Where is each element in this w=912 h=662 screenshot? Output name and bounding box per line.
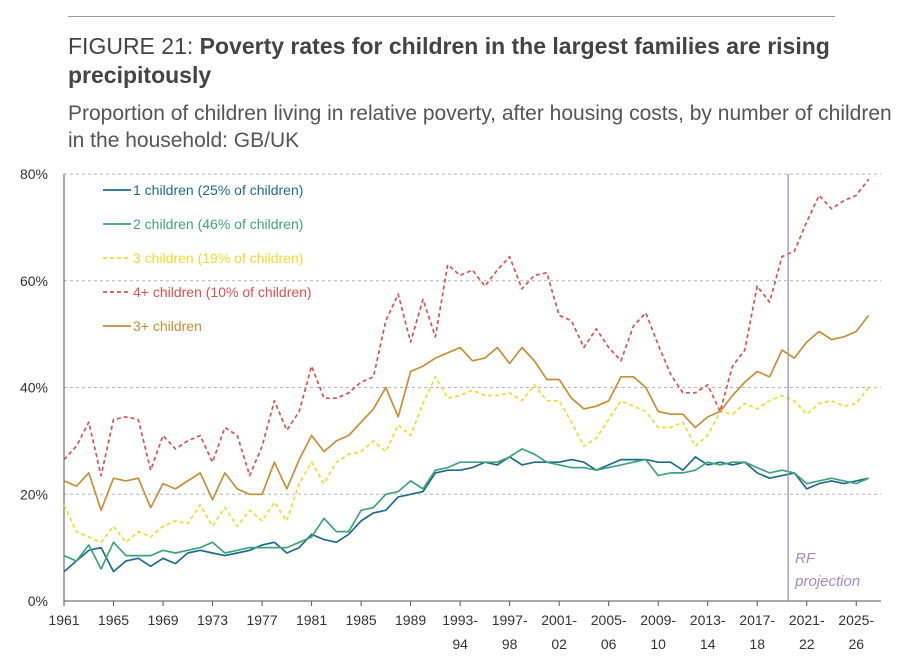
x-tick-label: 1997- [492, 612, 528, 628]
series-lines [63, 178, 870, 573]
x-tick-label-line2: 98 [502, 636, 518, 652]
x-tick-label: 1965 [98, 612, 129, 628]
x-tick-label: 2021- [789, 612, 825, 628]
x-tick-label-line2: 06 [601, 636, 617, 652]
x-tick-label: 2017- [739, 612, 775, 628]
projection-annotation: RF projection [787, 174, 860, 601]
x-tick-label: 2001- [541, 612, 577, 628]
legend: 1 children (25% of children) 2 children (… [103, 182, 312, 334]
x-tick-label: 1961 [48, 612, 79, 628]
x-tick-label: 1981 [296, 612, 327, 628]
x-tick-label-line2: 26 [848, 636, 864, 652]
series-line-1 [63, 456, 869, 573]
chart-title: FIGURE 21: Poverty rates for children in… [68, 32, 868, 90]
gridlines [64, 173, 881, 495]
y-tick-label: 0% [28, 593, 48, 609]
y-tick-label: 80% [20, 166, 48, 182]
x-tick-label: 2013- [690, 612, 726, 628]
x-tick-label-line2: 94 [452, 636, 468, 652]
legend-label-1: 1 children (25% of children) [133, 182, 303, 198]
x-tick-label-line2: 18 [749, 636, 765, 652]
projection-label-line2: projection [794, 573, 860, 590]
projection-label-line1: RF [795, 550, 816, 567]
legend-label-4: 4+ children (10% of children) [133, 284, 312, 300]
axes: 0% 20% 40% 60% 80% 1961 1965 1969 1973 1977 1981 19… [20, 166, 881, 652]
y-tick-label: 20% [20, 486, 48, 502]
x-tick-label: 1973 [197, 612, 228, 628]
title-text: Poverty rates for children in the larges… [68, 33, 830, 88]
legend-label-3: 3 children (19% of children) [133, 250, 303, 266]
x-tick-label: 1985 [346, 612, 377, 628]
x-tick-label-line2: 02 [551, 636, 567, 652]
x-tick-label: 1993- [442, 612, 478, 628]
top-rule [68, 16, 835, 17]
y-tick-label: 60% [20, 273, 48, 289]
x-tick-label: 1989 [395, 612, 426, 628]
x-tick-label-line2: 22 [799, 636, 815, 652]
series-line-3 [63, 375, 870, 544]
x-tick-label: 1977 [246, 612, 277, 628]
legend-label-5: 3+ children [133, 318, 202, 334]
series-line-4 [63, 178, 870, 477]
chart-subtitle: Proportion of children living in relativ… [68, 102, 892, 152]
legend-label-2: 2 children (46% of children) [133, 216, 303, 232]
x-tick-label: 2005- [591, 612, 627, 628]
x-tick-label-line2: 14 [700, 636, 716, 652]
x-tick-label: 2009- [640, 612, 676, 628]
x-tick-label: 2025- [838, 612, 874, 628]
series-line-2 [63, 448, 869, 570]
y-tick-label: 40% [20, 380, 48, 396]
series-line-5 [63, 314, 870, 512]
x-tick-label-line2: 10 [650, 636, 666, 652]
x-tick-label: 1969 [147, 612, 178, 628]
figure-label: FIGURE 21: [68, 33, 194, 59]
